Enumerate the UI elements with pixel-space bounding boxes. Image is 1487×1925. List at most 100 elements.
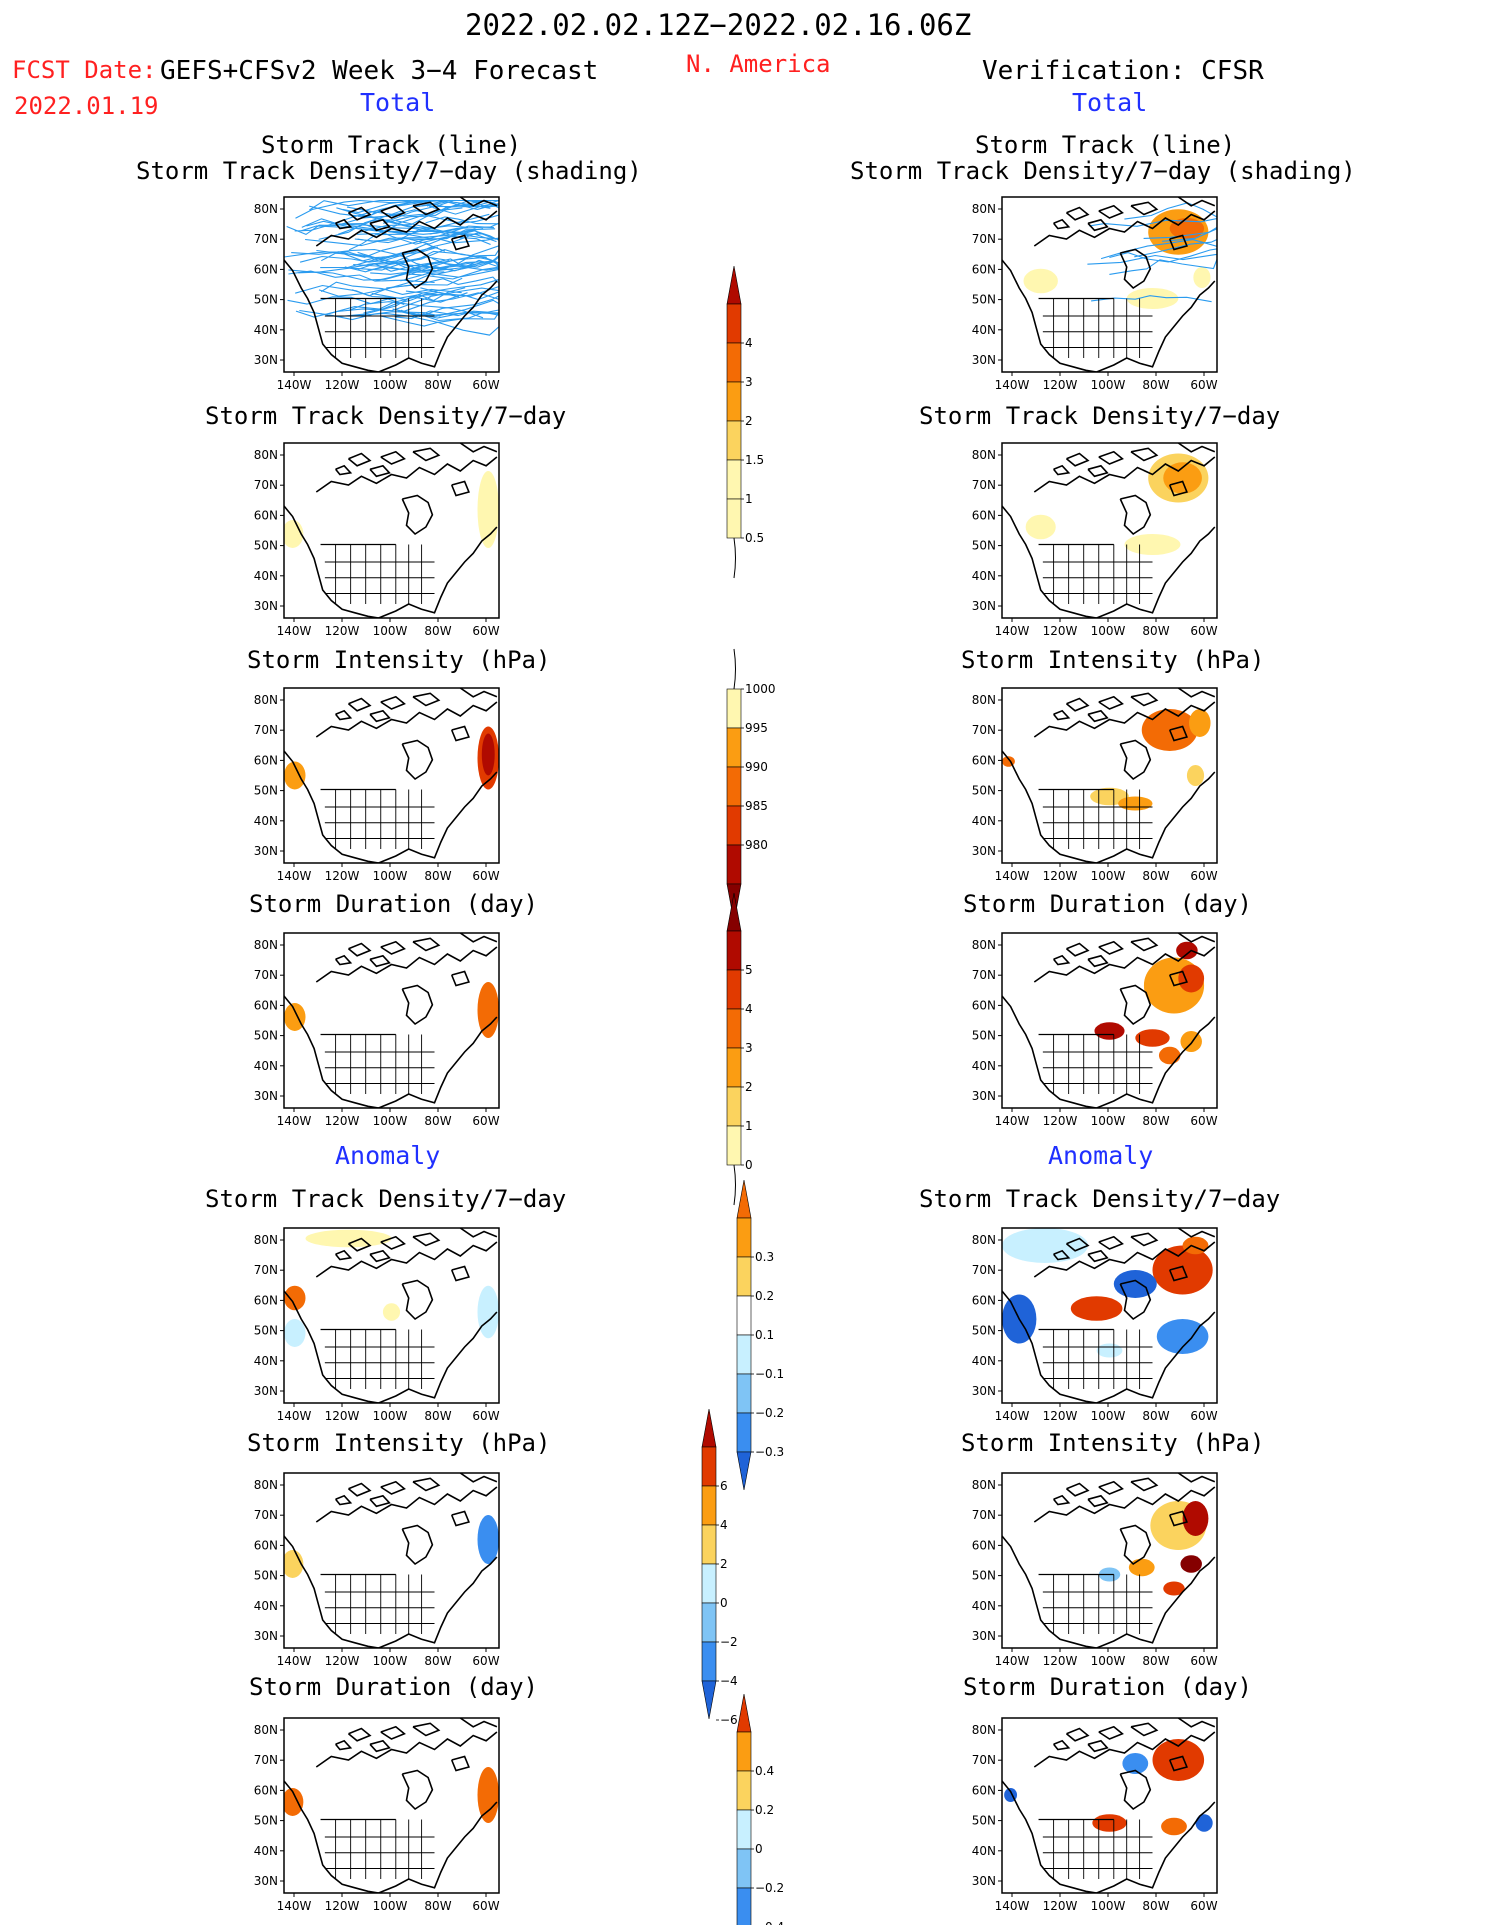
colorbar-arrow-bottom [736,1451,752,1491]
colorbar-label: 980 [745,838,768,852]
lon-label: 140W [277,1409,312,1423]
colorbar-segment [736,1217,752,1258]
map-background [284,688,499,863]
colorbar-total-intensity: 1000 995 990 985 980 [726,648,776,923]
lat-label: 50N [972,784,996,798]
colorbar-segment [726,459,742,500]
colorbar-segment [736,1373,752,1414]
map-panel-a-dens-right: 80N 70N 60N 50N 40N 30N 140W 120W 100W 80W 60W [972,1227,1218,1423]
lat-label: 70N [254,968,278,982]
lon-label: 80W [424,1654,451,1668]
shaded-region [382,1303,401,1321]
colorbar-label: 3 [745,1041,753,1055]
storm-track-line [336,207,483,236]
lon-label: 60W [1190,1114,1217,1128]
storm-track-line [294,199,446,232]
greenland-coast [1177,1718,1216,1728]
arctic-island [450,970,470,987]
lon-label: 120W [1043,624,1078,638]
coastline [1002,995,1097,1108]
arctic-island [450,234,470,251]
shaded-region [284,1319,306,1347]
lon-label: 100W [1091,869,1126,883]
colorbar-label: 4 [745,336,753,350]
title-anom-density-right: Storm Track Density/7−day [919,1185,1281,1213]
colorbar-segment [736,1731,752,1772]
arctic-island [1052,1249,1071,1261]
lat-label: 80N [972,1723,996,1737]
shaded-region [1152,1739,1205,1781]
arctic-island [1065,697,1090,712]
colorbar-label: 995 [745,721,768,735]
shading-layer [284,1228,499,1403]
storm-track-line [402,230,499,245]
lat-label: 60N [254,753,278,767]
arctic-island [450,725,470,742]
map-frame [1001,1717,1218,1894]
map-frame [283,1227,500,1404]
shading-layer [284,933,499,1108]
hudson-bay [1119,1279,1152,1321]
lat-label: 80N [254,1478,278,1492]
map-background [284,933,499,1108]
lon-label: 100W [1091,1899,1126,1913]
arctic-island [347,942,372,957]
colorbar-label: −4 [720,1674,738,1688]
storm-track-line [1143,222,1217,239]
shaded-region [284,1788,304,1816]
lat-label: 50N [254,784,278,798]
colorbar-segment [726,1047,742,1088]
colorbar-label: −0.2 [755,1406,784,1420]
arctic-island [347,1237,372,1252]
storm-track-line [295,199,429,219]
map-frame [1001,1472,1218,1649]
storm-track-line [291,246,439,256]
lon-label: 80W [1142,378,1169,392]
lon-label: 120W [1043,869,1078,883]
colorbar-label: 2 [745,1080,753,1094]
lon-label: 60W [472,869,499,883]
lat-label: 40N [972,1059,996,1073]
lat-label: 70N [972,232,996,246]
shaded-region [477,1285,499,1339]
hudson-bay [1119,1769,1152,1811]
arctic-island [450,1265,470,1282]
hudson-bay [401,1279,434,1321]
colorbar-label: −0.1 [755,1367,784,1381]
map-background [284,1718,499,1893]
lat-label: 80N [254,1723,278,1737]
period-title: 2022.02.02.12Z−2022.02.16.06Z [465,8,972,42]
map-panel-a-int-right: 80N 70N 60N 50N 40N 30N 140W 120W 100W 80W 60W [972,1472,1218,1668]
lat-label: 80N [972,693,996,707]
coastline [284,1780,379,1893]
shading-layer [1002,1228,1216,1403]
arctic-island [1130,1722,1159,1737]
hudson-bay [1119,984,1152,1026]
lat-label: 50N [972,293,996,307]
lon-label: 60W [1190,624,1217,638]
storm-track-line [430,265,499,276]
storm-track-line [400,299,499,317]
colorbar-segment [726,498,742,539]
shading-layer [1002,933,1216,1108]
shaded-region [1090,787,1129,806]
storm-track-line [429,287,499,298]
lon-label: 80W [1142,1654,1169,1668]
colorbar-label: 990 [745,760,768,774]
storm-track-line [295,296,431,318]
lon-label: 120W [325,1899,360,1913]
storm-track-line [1109,259,1217,275]
lat-label: 30N [254,844,278,858]
arctic-island [1087,218,1109,232]
shaded-region [284,1550,304,1578]
greenland-coast [459,1718,498,1728]
lat-label: 30N [972,1384,996,1398]
greenland-coast [459,1228,498,1238]
colorbar-label: 1.5 [745,453,764,467]
map-panel-t-dur-right: 80N 70N 60N 50N 40N 30N 140W 120W 100W 80W 60W [972,932,1218,1128]
coastline [1033,946,1216,983]
storm-track-line [1109,248,1217,263]
arctic-island [369,1249,391,1263]
hudson-bay [401,248,434,290]
lat-label: 30N [972,1089,996,1103]
